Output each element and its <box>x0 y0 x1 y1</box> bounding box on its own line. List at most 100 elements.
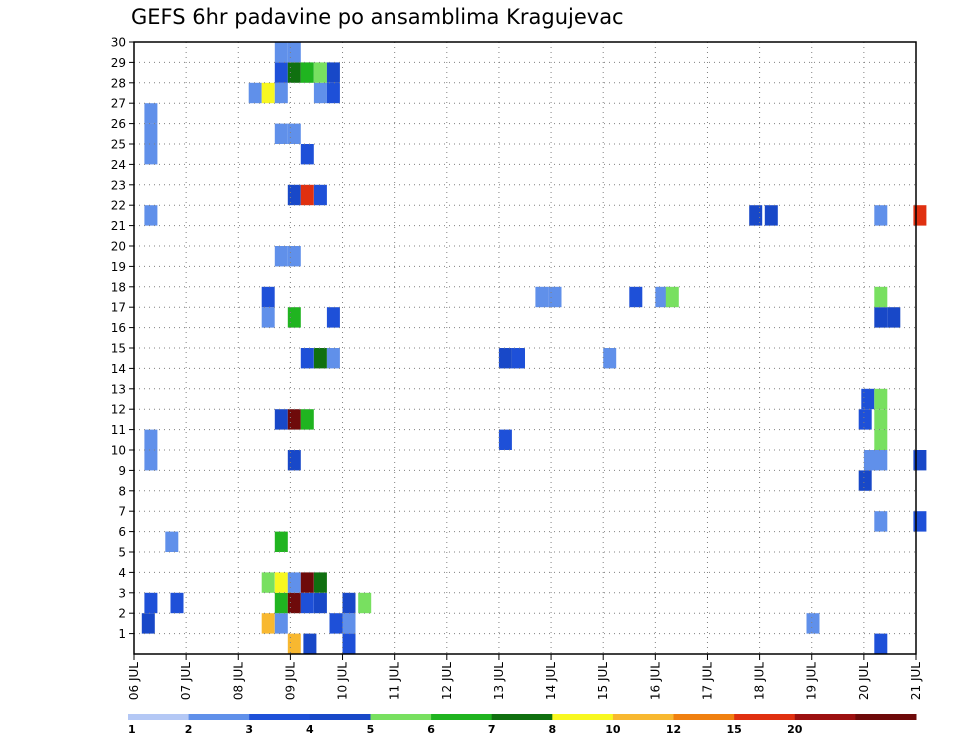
cell-0 <box>141 613 155 634</box>
cell-57 <box>313 184 327 206</box>
cell-30 <box>300 348 314 369</box>
cell-36 <box>261 307 275 328</box>
cell-71 <box>300 62 314 83</box>
x-tick-label-8: 14 JUL <box>544 662 558 700</box>
colorbar-label-5: 5 <box>367 723 375 736</box>
y-tick-label-6: 6 <box>118 525 126 539</box>
cell-37 <box>287 307 301 328</box>
cell-24 <box>144 450 158 471</box>
cell-11 <box>287 592 301 614</box>
cell-5 <box>329 613 343 634</box>
cell-84 <box>858 470 872 491</box>
cell-39 <box>261 286 275 308</box>
x-tick-label-13: 19 JUL <box>805 662 819 700</box>
y-tick-label-7: 7 <box>118 505 126 519</box>
colorbar-label-7: 7 <box>488 723 496 736</box>
cell-20 <box>313 572 327 593</box>
cell-64 <box>248 82 262 104</box>
cell-73 <box>326 62 340 83</box>
y-tick-label-13: 13 <box>111 382 126 396</box>
y-tick-label-11: 11 <box>111 423 126 437</box>
y-tick-label-1: 1 <box>118 627 126 641</box>
cell-1 <box>144 592 158 614</box>
cell-55 <box>287 184 301 206</box>
y-tick-label-16: 16 <box>111 321 126 335</box>
colorbar-label-15: 15 <box>727 723 742 736</box>
cell-29 <box>300 409 314 430</box>
cell-16 <box>261 572 275 593</box>
colorbar-swatch-10 <box>734 714 796 720</box>
cell-76 <box>806 613 820 634</box>
x-tick-label-15: 21 JUL <box>909 662 923 700</box>
y-tick-label-22: 22 <box>111 199 126 213</box>
colorbar-swatch-12 <box>855 714 917 720</box>
y-tick-label-2: 2 <box>118 607 126 621</box>
cell-13 <box>313 592 327 614</box>
colorbar-swatch-4 <box>370 714 432 720</box>
cell-51 <box>749 205 763 226</box>
cell-4 <box>274 613 288 634</box>
cell-67 <box>313 82 327 104</box>
colorbar-label-8: 8 <box>548 723 556 736</box>
colorbar-label-20: 20 <box>787 723 803 736</box>
cell-40 <box>535 286 549 308</box>
cell-25 <box>144 429 158 450</box>
cell-38 <box>326 307 340 328</box>
cell-58 <box>300 144 314 165</box>
cell-66 <box>274 82 288 104</box>
x-tick-label-14: 20 JUL <box>857 662 871 700</box>
y-tick-label-20: 20 <box>111 240 126 254</box>
cell-14 <box>342 592 356 614</box>
x-tick-label-11: 17 JUL <box>700 662 714 700</box>
cell-22 <box>165 531 179 552</box>
colorbar-label-3: 3 <box>245 723 253 736</box>
y-tick-label-21: 21 <box>111 219 126 233</box>
y-tick-label-19: 19 <box>111 260 126 274</box>
cell-18 <box>287 572 301 593</box>
cell-43 <box>655 286 669 308</box>
cell-75 <box>287 42 301 63</box>
x-axis: 06 JUL 07 JUL 08 JUL 09 JUL 10 JUL 11 JUL 12 J… <box>127 654 923 700</box>
cell-3 <box>261 613 275 634</box>
cell-12 <box>300 592 314 614</box>
cell-6 <box>342 613 356 634</box>
y-tick-label-4: 4 <box>118 566 126 580</box>
colorbar-swatch-9 <box>673 714 735 720</box>
y-tick-label-27: 27 <box>111 97 126 111</box>
cell-19 <box>300 572 314 593</box>
cell-50 <box>144 205 158 226</box>
cell-17 <box>274 572 288 593</box>
cell-60 <box>287 123 301 144</box>
cell-80 <box>861 388 875 410</box>
y-tick-label-5: 5 <box>118 546 126 560</box>
y-tick-label-14: 14 <box>111 362 126 376</box>
cell-85 <box>874 511 888 532</box>
x-tick-label-3: 09 JUL <box>283 662 297 700</box>
cell-49 <box>287 246 301 267</box>
cell-31 <box>313 348 327 369</box>
cell-34 <box>512 348 525 369</box>
x-tick-label-7: 13 JUL <box>492 662 506 700</box>
cell-72 <box>313 62 327 83</box>
cell-27 <box>274 409 288 430</box>
cell-44 <box>665 286 679 308</box>
cell-42 <box>629 286 643 308</box>
colorbar-swatch-8 <box>612 714 674 720</box>
cell-53 <box>874 205 888 226</box>
cell-7 <box>342 633 356 654</box>
cell-83 <box>874 450 888 471</box>
cell-47 <box>874 286 888 308</box>
cell-88 <box>874 633 888 654</box>
y-tick-label-29: 29 <box>111 56 126 70</box>
colorbar-swatch-1 <box>188 714 250 720</box>
cell-9 <box>287 633 301 654</box>
cell-32 <box>326 348 340 369</box>
cell-45 <box>874 307 888 328</box>
y-tick-label-12: 12 <box>111 403 126 417</box>
x-tick-label-6: 12 JUL <box>440 662 454 700</box>
cell-74 <box>274 42 288 63</box>
y-tick-label-24: 24 <box>111 158 126 172</box>
cell-10 <box>274 592 288 614</box>
colorbar: 1 2 3 4 5 6 7 8 10 12 15 20 <box>128 714 917 736</box>
